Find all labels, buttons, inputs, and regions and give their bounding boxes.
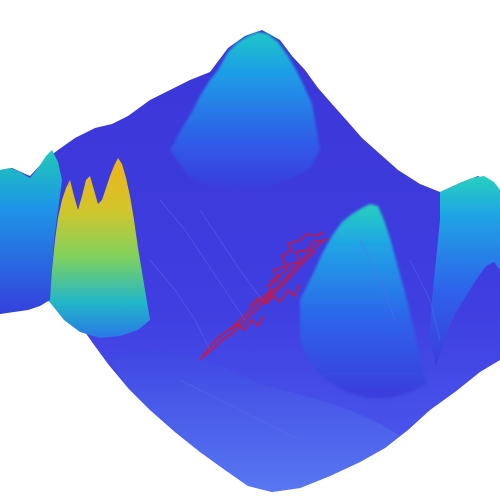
surface-ridges bbox=[149, 199, 441, 441]
right-peak bbox=[300, 204, 426, 398]
central-peak bbox=[170, 32, 320, 190]
right-edge-ridge bbox=[430, 176, 500, 366]
red-trajectory bbox=[199, 231, 329, 361]
left-edge-ridge bbox=[0, 150, 62, 314]
front-foreground bbox=[110, 350, 400, 492]
left-ridge-peaks bbox=[48, 158, 150, 338]
